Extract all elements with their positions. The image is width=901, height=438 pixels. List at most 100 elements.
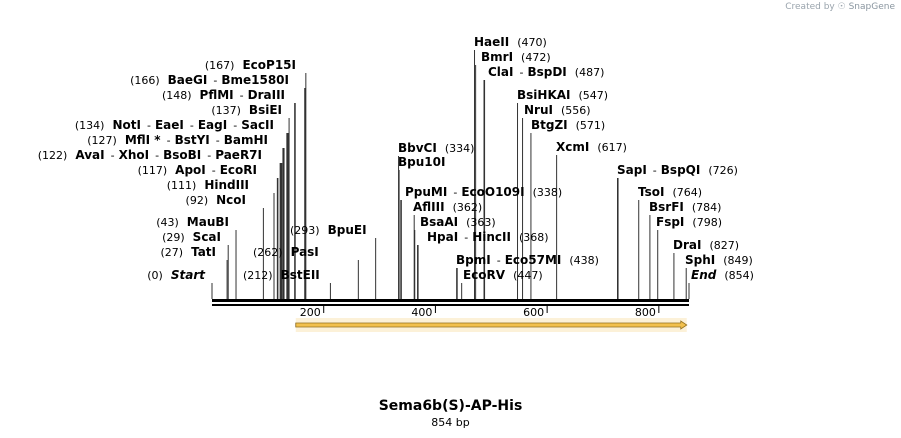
site-label-row[interactable]: BbvCI (334)	[398, 141, 474, 155]
site-label-row[interactable]: PpuMI - EcoO109I (338)	[405, 185, 562, 199]
site-position: (368)	[519, 231, 549, 244]
site-label[interactable]: ClaI - BspDI (487)	[488, 65, 604, 79]
site-position: (166)	[130, 74, 160, 87]
enzyme-name: BamHI	[224, 133, 268, 147]
site-label-row[interactable]: (167) EcoP15I	[205, 58, 296, 72]
site-label-row[interactable]: Bpu10I	[398, 155, 445, 169]
site-label[interactable]: HaeII (470)	[474, 35, 547, 49]
site-label-row[interactable]: (43) MauBI	[156, 215, 229, 229]
site-label-row[interactable]: (166) BaeGI - Bme1580I	[130, 73, 289, 87]
site-label[interactable]: (134) NotI - EaeI - EagI - SacII	[75, 118, 274, 132]
site-label-row[interactable]: BsaAI (363)	[420, 215, 496, 229]
site-label[interactable]: BbvCI (334)	[398, 141, 474, 155]
site-label-row[interactable]: BmrI (472)	[481, 50, 551, 64]
site-label[interactable]: TsoI (764)	[638, 185, 702, 199]
site-label-row[interactable]: FspI (798)	[656, 215, 722, 229]
site-labels: (0) Start (27) TatI (29) ScaI (43) MauBI (92) Nco…	[38, 35, 754, 282]
site-label[interactable]: (167) EcoP15I	[205, 58, 296, 72]
site-label-row[interactable]: HpaI - HincII (368)	[427, 230, 549, 244]
enzyme-name: EcoP15I	[242, 58, 296, 72]
feature-layer	[295, 318, 688, 332]
site-label[interactable]: BsiHKAI (547)	[517, 88, 608, 102]
enzyme-name: End	[691, 268, 717, 282]
site-label-row[interactable]: XcmI (617)	[556, 140, 627, 154]
site-label[interactable]: BsrFI (784)	[649, 200, 721, 214]
site-label[interactable]: (0) Start	[147, 268, 206, 282]
site-label[interactable]: BpmI - Eco57MI (438)	[456, 253, 599, 267]
site-label-row[interactable]: (0) Start	[147, 268, 206, 282]
site-label-row[interactable]: NruI (556)	[524, 103, 591, 117]
site-label[interactable]: DraI (827)	[673, 238, 739, 252]
site-position: (798)	[692, 216, 722, 229]
site-label-row[interactable]: (29) ScaI	[162, 230, 221, 244]
site-label[interactable]: (127) MflI * - BstYI - BamHI	[87, 133, 268, 147]
site-label-row[interactable]: SphI (849)	[685, 253, 753, 267]
site-label[interactable]: SapI - BspQI (726)	[617, 163, 738, 177]
site-position: (447)	[513, 269, 543, 282]
site-position: (122)	[38, 149, 68, 162]
site-label[interactable]: (166) BaeGI - Bme1580I	[130, 73, 289, 87]
site-label[interactable]: AflIII (362)	[413, 200, 482, 214]
site-label[interactable]: End (854)	[691, 268, 754, 282]
site-label-row[interactable]: (92) NcoI	[186, 193, 246, 207]
site-label[interactable]: BmrI (472)	[481, 50, 551, 64]
label-dash: -	[240, 89, 244, 102]
site-label-row[interactable]: (212) BstEII	[243, 268, 320, 282]
orf-feature-arrow[interactable]	[295, 320, 688, 330]
site-label-row[interactable]: DraI (827)	[673, 238, 739, 252]
site-position: (726)	[708, 164, 738, 177]
site-label[interactable]: HpaI - HincII (368)	[427, 230, 549, 244]
enzyme-name: DraI	[673, 238, 701, 252]
site-label[interactable]: Bpu10I	[398, 155, 445, 169]
site-label[interactable]: BsaAI (363)	[420, 215, 496, 229]
site-label[interactable]: (43) MauBI	[156, 215, 229, 229]
axis-tick-label: 200	[300, 306, 321, 319]
enzyme-name: BpuEI	[328, 223, 367, 237]
site-label[interactable]: FspI (798)	[656, 215, 722, 229]
site-label[interactable]: (27) TatI	[160, 245, 216, 259]
enzyme-name: BmrI	[481, 50, 513, 64]
enzyme-name: EcoRI	[220, 163, 257, 177]
site-label[interactable]: EcoRV (447)	[463, 268, 543, 282]
enzyme-name: PasI	[291, 245, 319, 259]
site-label-row[interactable]: EcoRV (447)	[463, 268, 543, 282]
site-label-row[interactable]: (148) PflMI - DraIII	[162, 88, 285, 102]
site-label[interactable]: XcmI (617)	[556, 140, 627, 154]
site-label-row[interactable]: (134) NotI - EaeI - EagI - SacII	[75, 118, 274, 132]
site-label[interactable]: (262) PasI	[253, 245, 319, 259]
site-label-row[interactable]: SapI - BspQI (726)	[617, 163, 738, 177]
site-label-row[interactable]: BpmI - Eco57MI (438)	[456, 253, 599, 267]
site-label[interactable]: PpuMI - EcoO109I (338)	[405, 185, 562, 199]
site-label-row[interactable]: BsrFI (784)	[649, 200, 721, 214]
site-label-row[interactable]: TsoI (764)	[638, 185, 702, 199]
site-label-row[interactable]: (293) BpuEI	[290, 223, 367, 237]
site-label[interactable]: (148) PflMI - DraIII	[162, 88, 285, 102]
site-label[interactable]: (29) ScaI	[162, 230, 221, 244]
site-label[interactable]: (212) BstEII	[243, 268, 320, 282]
site-label-row[interactable]: (127) MflI * - BstYI - BamHI	[87, 133, 268, 147]
site-label-row[interactable]: (137) BsiEI	[211, 103, 282, 117]
site-label[interactable]: (137) BsiEI	[211, 103, 282, 117]
enzyme-name: NruI	[524, 103, 553, 117]
site-label-row[interactable]: (117) ApoI - EcoRI	[138, 163, 257, 177]
site-label[interactable]: BtgZI (571)	[531, 118, 605, 132]
label-dash: -	[111, 149, 115, 162]
label-dash: -	[216, 134, 220, 147]
site-label-row[interactable]: End (854)	[691, 268, 754, 282]
site-label-row[interactable]: (262) PasI	[253, 245, 319, 259]
site-label[interactable]: NruI (556)	[524, 103, 591, 117]
site-label-row[interactable]: (27) TatI	[160, 245, 216, 259]
site-label-row[interactable]: BtgZI (571)	[531, 118, 605, 132]
site-label-row[interactable]: HaeII (470)	[474, 35, 547, 49]
site-label[interactable]: (122) AvaI - XhoI - BsoBI - PaeR7I	[38, 148, 262, 162]
site-label[interactable]: (293) BpuEI	[290, 223, 367, 237]
site-label-row[interactable]: (122) AvaI - XhoI - BsoBI - PaeR7I	[38, 148, 262, 162]
site-label[interactable]: (117) ApoI - EcoRI	[138, 163, 257, 177]
site-label[interactable]: (92) NcoI	[186, 193, 246, 207]
site-label[interactable]: SphI (849)	[685, 253, 753, 267]
site-label-row[interactable]: BsiHKAI (547)	[517, 88, 608, 102]
site-label-row[interactable]: AflIII (362)	[413, 200, 482, 214]
site-label[interactable]: (111) HindIII	[167, 178, 249, 192]
site-label-row[interactable]: (111) HindIII	[167, 178, 249, 192]
site-label-row[interactable]: ClaI - BspDI (487)	[488, 65, 604, 79]
